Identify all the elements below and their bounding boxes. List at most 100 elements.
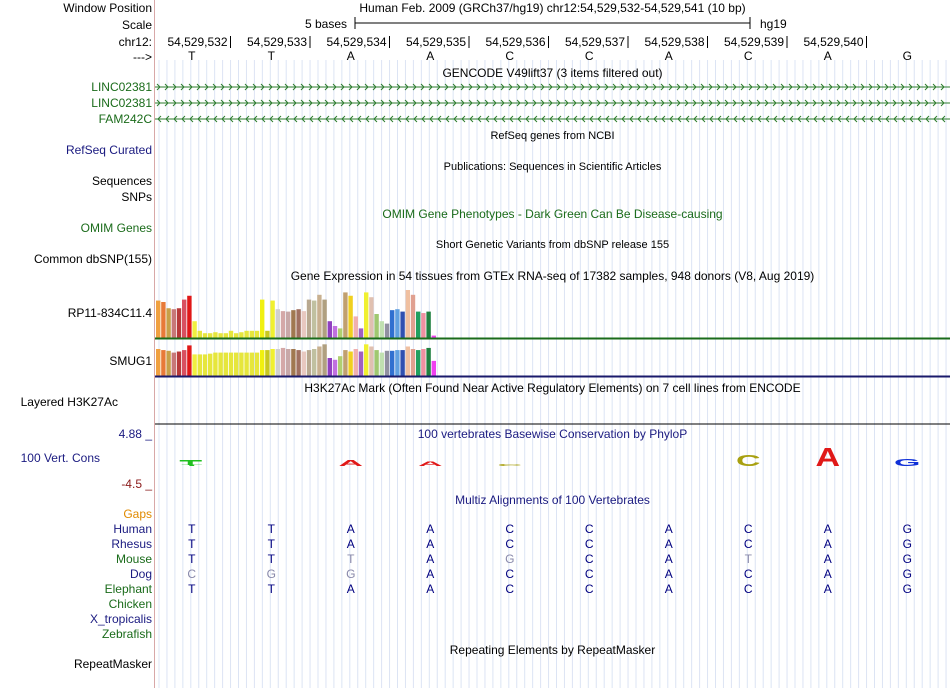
gtex-bar (395, 309, 400, 338)
gencode-strand-chevron (364, 83, 369, 91)
gencode-strand-chevron (836, 83, 841, 91)
strand-label: ---> (133, 50, 152, 64)
gencode-strand-chevron (893, 115, 898, 123)
gencode-track-title[interactable]: GENCODE V49lift37 (3 items filtered out) (442, 66, 663, 80)
gencode-strand-chevron (508, 83, 513, 91)
multiz-species-label[interactable]: Zebrafish (101, 627, 152, 641)
gencode-strand-chevron (941, 115, 946, 123)
gencode-strand-chevron (636, 83, 641, 91)
gencode-strand-chevron (324, 83, 329, 91)
gtex-bar (296, 309, 301, 338)
gencode-strand-chevron (836, 99, 841, 107)
gtex-bar (208, 333, 213, 338)
gtex-gene-label-2[interactable]: SMUG1 (109, 354, 152, 368)
publications-track-title[interactable]: Publications: Sequences in Scientific Ar… (443, 161, 662, 173)
gencode-strand-chevron (669, 115, 674, 123)
gtex-bar (208, 353, 213, 376)
multiz-species-label[interactable]: Elephant (104, 582, 152, 596)
multiz-aligned-base: C (505, 567, 515, 581)
gencode-strand-chevron (645, 115, 650, 123)
multiz-aligned-base: A (426, 567, 435, 581)
multiz-species-label[interactable]: Dog (129, 567, 152, 581)
gtex-track-title[interactable]: Gene Expression in 54 tissues from GTEx … (290, 269, 815, 283)
gtex-bar (358, 351, 364, 376)
gencode-strand-chevron (629, 115, 634, 123)
gencode-strand-chevron (748, 83, 753, 91)
phylop-track-title[interactable]: 100 vertebrates Basewise Conservation by… (417, 427, 688, 441)
gencode-item-label-2[interactable]: LINC02381 (91, 96, 152, 110)
multiz-species-label[interactable]: Human (113, 522, 152, 536)
multiz-aligned-base: G (266, 567, 276, 581)
multiz-species-label[interactable]: Mouse (115, 552, 152, 566)
omim-track-label[interactable]: OMIM Genes (80, 221, 152, 235)
publications-label-snps[interactable]: SNPs (121, 190, 152, 204)
gtex-bar (234, 333, 239, 338)
gencode-strand-chevron (261, 115, 266, 123)
gencode-strand-chevron (284, 99, 289, 107)
gencode-strand-chevron (933, 115, 938, 123)
multiz-aligned-base: A (664, 537, 673, 551)
gtex-bar (312, 300, 317, 338)
gencode-item-label-3[interactable]: FAM242C (98, 112, 152, 126)
gencode-strand-chevron (756, 99, 761, 107)
gtex-bar (223, 333, 228, 338)
gencode-item-label-1[interactable]: LINC02381 (91, 80, 152, 94)
dbsnp-track-label[interactable]: Common dbSNP(155) (33, 252, 152, 266)
gencode-strand-chevron (524, 99, 529, 107)
gencode-strand-chevron (252, 83, 257, 91)
multiz-species-label[interactable]: Rhesus (111, 537, 152, 551)
gencode-strand-chevron (285, 115, 290, 123)
gencode-strand-chevron (548, 99, 553, 107)
gencode-strand-chevron (620, 99, 625, 107)
gtex-bar (192, 354, 197, 376)
dbsnp-track-title[interactable]: Short Genetic Variants from dbSNP releas… (435, 239, 670, 251)
multiz-track-title[interactable]: Multiz Alignments of 100 Vertebrates (455, 493, 650, 507)
gencode-strand-chevron (900, 83, 905, 91)
omim-track-title[interactable]: OMIM Gene Phenotypes - Dark Green Can Be… (382, 207, 723, 221)
multiz-aligned-base: C (584, 567, 594, 581)
gtex-bar (187, 345, 192, 376)
gencode-strand-chevron (196, 83, 201, 91)
gencode-strand-chevron (356, 99, 361, 107)
phylop-track-label[interactable]: 100 Vert. Cons (20, 451, 100, 465)
gencode-strand-chevron (229, 115, 234, 123)
multiz-aligned-base: C (505, 537, 515, 551)
multiz-species-label[interactable]: Chicken (108, 597, 152, 611)
gencode-strand-chevron (277, 115, 282, 123)
gencode-strand-chevron (613, 115, 618, 123)
gencode-strand-chevron (812, 83, 817, 91)
gencode-strand-chevron (789, 115, 794, 123)
gencode-strand-chevron (884, 83, 889, 91)
gencode-strand-chevron (364, 99, 369, 107)
gtex-gene-label-1[interactable]: RP11-834C11.4 (67, 306, 152, 320)
h3k27ac-track-label[interactable]: Layered H3K27Ac (20, 395, 118, 409)
gtex-bar (327, 321, 332, 338)
gtex-bar (348, 351, 353, 376)
gencode-strand-chevron (924, 99, 929, 107)
ruler-position: 54,529,534 (326, 35, 387, 49)
gencode-strand-chevron (580, 83, 585, 91)
gtex-bar (338, 328, 343, 338)
refseq-track-title[interactable]: RefSeq genes from NCBI (490, 130, 615, 142)
repeatmasker-track-title[interactable]: Repeating Elements by RepeatMasker (449, 643, 656, 657)
publications-label-sequences[interactable]: Sequences (91, 174, 152, 188)
repeatmasker-track-label[interactable]: RepeatMasker (73, 657, 152, 671)
multiz-aligned-base: G (902, 537, 912, 551)
gtex-bar (426, 311, 431, 338)
refseq-track-label[interactable]: RefSeq Curated (65, 143, 152, 157)
gtex-bar (400, 311, 405, 338)
gencode-strand-chevron (196, 99, 201, 107)
gencode-strand-chevron (180, 99, 185, 107)
multiz-aligned-base: T (188, 582, 196, 596)
multiz-species-label[interactable]: X_tropicalis (89, 612, 152, 626)
gencode-strand-chevron (628, 83, 633, 91)
h3k27ac-track-title[interactable]: H3K27Ac Mark (Often Found Near Active Re… (304, 381, 801, 395)
gencode-strand-chevron (796, 99, 801, 107)
gencode-strand-chevron (156, 83, 161, 91)
gtex-bar (296, 350, 301, 376)
multiz-aligned-base: T (188, 552, 196, 566)
gtex-bar (202, 354, 208, 376)
scale-db: hg19 (760, 17, 787, 31)
gencode-strand-chevron (404, 99, 409, 107)
